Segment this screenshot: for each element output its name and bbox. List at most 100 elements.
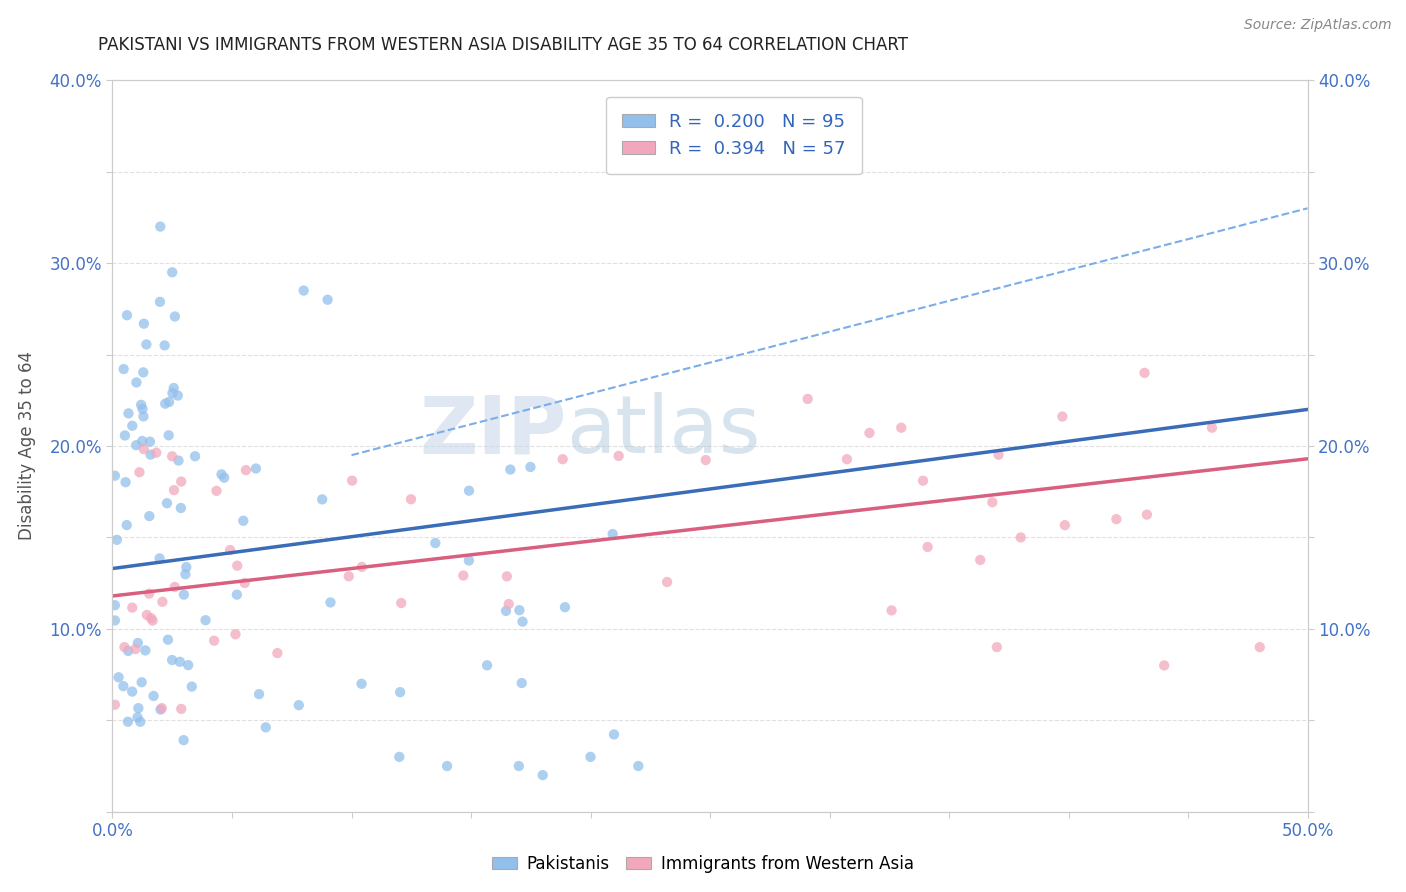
Point	[1153, 658, 1175, 673]
Point	[319, 595, 342, 609]
Point	[388, 749, 411, 764]
Point	[1249, 640, 1271, 655]
Point	[1105, 512, 1128, 526]
Point	[254, 720, 277, 734]
Text: Source: ZipAtlas.com: Source: ZipAtlas.com	[1244, 18, 1392, 32]
Point	[135, 337, 157, 351]
Point	[156, 496, 179, 510]
Point	[149, 219, 172, 234]
Point	[104, 698, 127, 712]
Point	[232, 514, 254, 528]
Point	[219, 543, 242, 558]
Point	[627, 759, 650, 773]
Point	[655, 574, 678, 589]
Point	[184, 449, 207, 463]
Point	[157, 428, 180, 442]
Point	[131, 401, 153, 416]
Point	[117, 714, 139, 729]
Point	[453, 568, 475, 582]
Point	[458, 483, 481, 498]
Point	[316, 293, 339, 307]
Point	[311, 492, 333, 507]
Y-axis label: Disability Age 35 to 64: Disability Age 35 to 64	[18, 351, 35, 541]
Point	[139, 434, 162, 449]
Point	[475, 658, 498, 673]
Point	[176, 560, 198, 574]
Point	[131, 434, 153, 448]
Legend: Pakistanis, Immigrants from Western Asia: Pakistanis, Immigrants from Western Asia	[485, 848, 921, 880]
Text: atlas: atlas	[567, 392, 761, 470]
Point	[132, 409, 155, 424]
Point	[134, 643, 156, 657]
Point	[225, 588, 247, 602]
Point	[458, 553, 481, 567]
Point	[1010, 530, 1032, 544]
Point	[551, 452, 574, 467]
Point	[145, 446, 167, 460]
Point	[796, 392, 818, 406]
Point	[247, 687, 270, 701]
Point	[114, 640, 135, 655]
Point	[579, 749, 602, 764]
Point	[170, 702, 193, 716]
Point	[129, 714, 152, 729]
Point	[177, 658, 200, 673]
Point	[115, 518, 138, 533]
Legend: R =  0.200   N = 95, R =  0.394   N = 57: R = 0.200 N = 95, R = 0.394 N = 57	[606, 96, 862, 174]
Point	[124, 642, 146, 657]
Point	[233, 576, 256, 591]
Point	[162, 265, 183, 279]
Point	[174, 567, 197, 582]
Point	[695, 453, 717, 467]
Point	[153, 397, 176, 411]
Point	[607, 449, 630, 463]
Point	[194, 613, 217, 627]
Point	[495, 604, 517, 618]
Point	[104, 614, 127, 628]
Point	[173, 733, 195, 747]
Point	[858, 425, 880, 440]
Point	[135, 607, 157, 622]
Point	[350, 560, 373, 574]
Point	[1052, 409, 1074, 424]
Point	[508, 759, 530, 773]
Point	[127, 636, 149, 650]
Point	[340, 474, 363, 488]
Point	[173, 588, 195, 602]
Point	[166, 388, 188, 402]
Point	[337, 569, 360, 583]
Point	[128, 465, 150, 479]
Point	[132, 442, 155, 456]
Point	[554, 600, 576, 615]
Point	[981, 495, 1004, 509]
Point	[350, 677, 373, 691]
Point	[211, 467, 233, 482]
Point	[142, 614, 165, 628]
Point	[127, 701, 149, 715]
Point	[139, 611, 162, 625]
Point	[425, 536, 447, 550]
Point	[202, 633, 225, 648]
Point	[139, 448, 162, 462]
Point	[245, 461, 267, 475]
Point	[132, 365, 155, 379]
Point	[170, 475, 193, 489]
Point	[163, 381, 186, 395]
Point	[498, 597, 520, 611]
Point	[114, 428, 136, 442]
Point	[132, 317, 155, 331]
Point	[162, 386, 184, 401]
Point	[153, 338, 176, 352]
Point	[117, 406, 139, 420]
Point	[121, 600, 143, 615]
Point	[224, 627, 246, 641]
Point	[163, 580, 186, 594]
Point	[510, 676, 533, 690]
Point	[138, 509, 160, 524]
Point	[205, 483, 228, 498]
Point	[389, 596, 412, 610]
Point	[129, 398, 152, 412]
Point	[104, 468, 127, 483]
Point	[531, 768, 554, 782]
Point	[163, 483, 186, 497]
